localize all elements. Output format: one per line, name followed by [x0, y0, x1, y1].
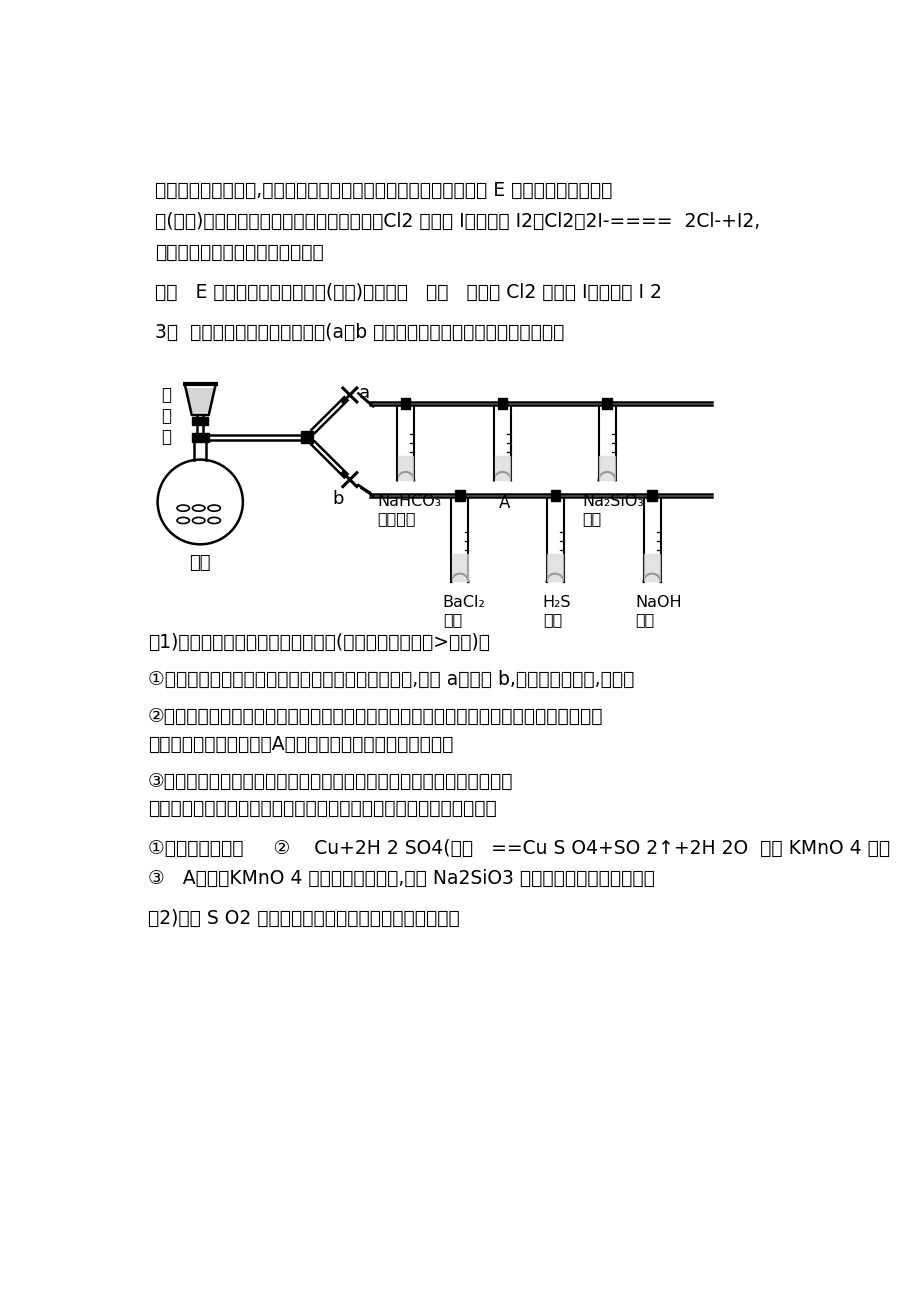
Polygon shape	[185, 384, 216, 415]
Text: 答案   E 中溶液分为两层，上层(苯层)为紫红色   不能   过量的 Cl2 也可将 I－氧化为 I 2: 答案 E 中溶液分为两层，上层(苯层)为紫红色 不能 过量的 Cl2 也可将 I…	[155, 283, 662, 302]
Text: a: a	[358, 384, 369, 402]
Text: 3．  根据规定完毕下列实验过程(a、b 为弹簧夹，加热及固定装置已略去）。: 3． 根据规定完毕下列实验过程(a、b 为弹簧夹，加热及固定装置已略去）。	[155, 323, 564, 341]
Text: 铜片: 铜片	[189, 553, 210, 572]
Text: 则不能阐明溴的非金属性比碘强。: 则不能阐明溴的非金属性比碘强。	[155, 242, 323, 262]
Bar	[455, 491, 464, 501]
Text: ①连接仪器、＿＿＿＿＿＿＿＿＿＿＿＿、加药物后,打开 a、关闭 b,然后滴入浓硫酸,加热。: ①连接仪器、＿＿＿＿＿＿＿＿＿＿＿＿、加药物后,打开 a、关闭 b,然后滴入浓硫…	[147, 669, 633, 689]
Bar	[191, 432, 209, 441]
Bar	[550, 491, 560, 501]
Polygon shape	[187, 389, 213, 411]
Bar	[401, 398, 410, 409]
Text: H₂S
溶液: H₂S 溶液	[542, 595, 571, 628]
Bar	[497, 398, 506, 409]
Text: ②铜与浓硫酸反映的化学方程式是＿＿＿＿＿＿＿＿＿＿＿＿＿＿＿＿＿＿＿＿＿＿＿＿＿: ②铜与浓硫酸反映的化学方程式是＿＿＿＿＿＿＿＿＿＿＿＿＿＿＿＿＿＿＿＿＿＿＿＿＿	[147, 707, 602, 725]
Text: ①检查装置气密性     ②    Cu+2H 2 SO4(浓）   ==Cu S O4+SO 2↑+2H 2O  酸性 KMnO 4 溶液: ①检查装置气密性 ② Cu+2H 2 SO4(浓） ==Cu S O4+SO 2…	[147, 840, 889, 858]
Bar	[647, 491, 656, 501]
Text: （2)验证 S O2 的氧化性、还原性和酸性氧化物的通性。: （2)验证 S O2 的氧化性、还原性和酸性氧化物的通性。	[147, 909, 459, 927]
Text: ③能阐明碳的非金属性比硅强的实验现象是＿＿＿＿＿＿＿＿＿＿＿＿＿: ③能阐明碳的非金属性比硅强的实验现象是＿＿＿＿＿＿＿＿＿＿＿＿＿	[147, 772, 513, 790]
Text: 浓
硫
酸: 浓 硫 酸	[162, 387, 171, 447]
Text: A: A	[498, 493, 509, 512]
Text: Na₂SiO₃
溶液: Na₂SiO₃ 溶液	[582, 493, 643, 526]
Bar	[602, 398, 611, 409]
Text: 层(苯层)为紫红色。但是若通入的氯气过量，Cl2 也能将 I－转化为 I2：Cl2＋2I-====  2Cl-+I2,: 层(苯层)为紫红色。但是若通入的氯气过量，Cl2 也能将 I－转化为 I2：Cl…	[155, 212, 760, 230]
Bar	[192, 417, 208, 424]
Text: b: b	[333, 490, 344, 508]
Text: 化钾反映生成碘单质,碘单质溶于苯呈紫红色。振荡观测到的现象是 E 中溶液分为两层，上: 化钾反映生成碘单质,碘单质溶于苯呈紫红色。振荡观测到的现象是 E 中溶液分为两层…	[155, 181, 612, 201]
Text: ＿＿＿＿＿＿＿＿。装置A中试剂是＿＿＿＿＿＿＿＿＿＿。: ＿＿＿＿＿＿＿＿。装置A中试剂是＿＿＿＿＿＿＿＿＿＿。	[147, 734, 452, 754]
Text: NaHCO₃
饱和溶液: NaHCO₃ 饱和溶液	[378, 493, 441, 526]
Text: BaCl₂
溶液: BaCl₂ 溶液	[442, 595, 485, 628]
Text: NaOH
溶液: NaOH 溶液	[634, 595, 681, 628]
Text: （1)验证碳、硅非金属性的相对强弱(已知酸性：亚硫酸>碳酸)。: （1)验证碳、硅非金属性的相对强弱(已知酸性：亚硫酸>碳酸)。	[147, 633, 489, 652]
Text: ＿＿＿＿＿＿＿＿＿＿＿＿＿＿＿＿＿＿＿＿＿＿＿＿＿＿＿＿＿＿。: ＿＿＿＿＿＿＿＿＿＿＿＿＿＿＿＿＿＿＿＿＿＿＿＿＿＿＿＿＿＿。	[147, 799, 495, 818]
Bar	[301, 431, 313, 444]
Text: ③   A中酸性KMnO 4 溶液没有完全褪色,盛有 Na2SiO3 溶液的试管中浮现白色沉淀: ③ A中酸性KMnO 4 溶液没有完全褪色,盛有 Na2SiO3 溶液的试管中浮…	[147, 868, 653, 888]
